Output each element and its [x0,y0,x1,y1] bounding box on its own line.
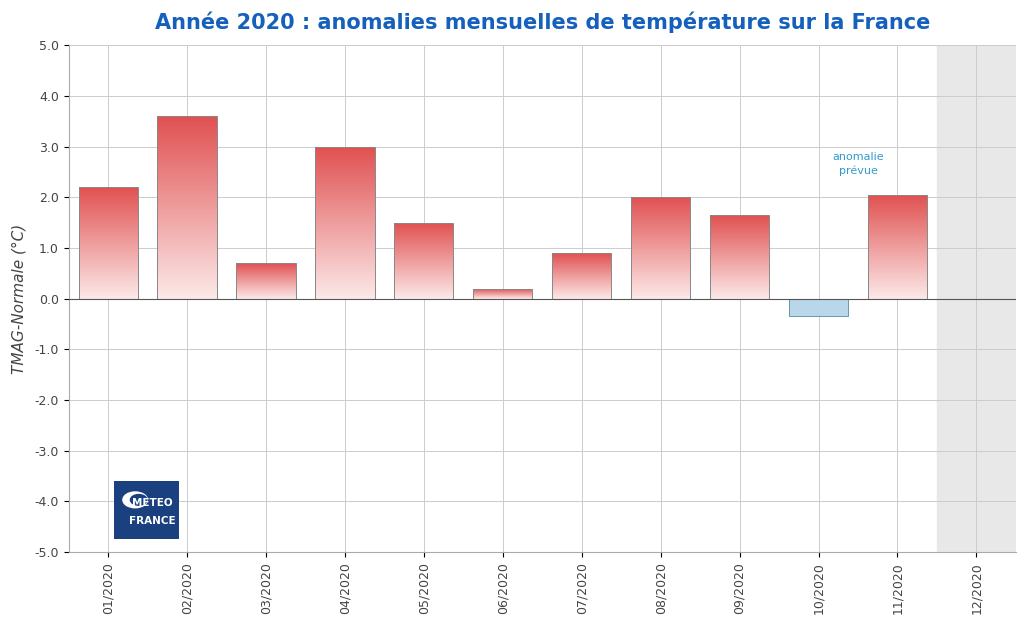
Text: METEO: METEO [131,498,173,508]
Bar [937,45,1016,552]
Circle shape [123,492,148,508]
Bar [315,147,375,299]
Bar [789,299,848,316]
Circle shape [130,494,147,505]
Y-axis label: TMAG-Normale (°C): TMAG-Normale (°C) [11,224,26,374]
Bar [236,263,296,299]
Bar [631,198,690,299]
Bar [868,195,927,299]
Bar [394,222,454,299]
Title: Année 2020 : anomalies mensuelles de température sur la France: Année 2020 : anomalies mensuelles de tem… [155,11,930,32]
Text: FRANCE: FRANCE [128,516,176,526]
Bar [710,215,769,299]
Bar [157,116,217,299]
Bar [473,289,532,299]
Text: anomalie
prévue: anomalie prévue [832,152,884,176]
Bar [553,253,611,299]
Bar [114,481,179,539]
Bar [78,188,138,299]
Bar [789,299,848,316]
